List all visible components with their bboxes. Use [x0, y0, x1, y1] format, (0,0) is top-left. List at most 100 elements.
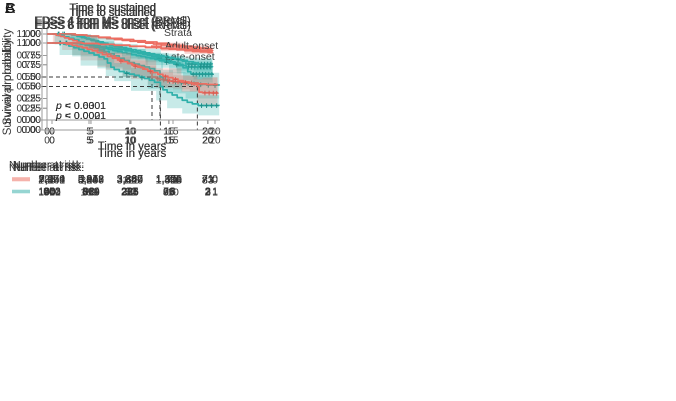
risk-table-title: Number at risk:	[9, 162, 81, 174]
risk-table-title: Number at risk:	[13, 159, 85, 171]
x-tick-label: 10	[125, 136, 137, 147]
censor-mark-adult	[118, 58, 123, 64]
risk-count: 701	[43, 187, 61, 199]
censor-mark-adult	[165, 78, 170, 84]
p-symbol: p	[56, 100, 62, 112]
x-tick-label: 15	[163, 136, 175, 147]
y-tick-label: 0.25	[17, 94, 37, 105]
panel-title-line2: EDSS 4 from MS onset (PPMS)	[35, 15, 191, 27]
risk-count: 1,460	[156, 175, 182, 187]
panel-title-line2: EDSS 6 from MS onset (PPMS)	[35, 20, 191, 32]
p-text: < 0.0001	[64, 100, 107, 112]
y-tick-label: 1.00	[22, 38, 42, 49]
risk-count: 83	[202, 175, 214, 187]
risk-count: 92	[83, 186, 95, 198]
risk-count: 95	[163, 187, 175, 199]
strata-legend: Strata Adult-onset Late-onset	[150, 27, 218, 63]
y-tick-label: 0.75	[22, 51, 42, 62]
risk-count: 76	[163, 186, 175, 198]
x-tick-label: 0	[44, 136, 50, 147]
panel-title: Time to sustained EDSS 4 from MS onset (…	[0, 2, 225, 28]
risk-count: 130	[38, 186, 56, 198]
risk-count: 25	[167, 173, 179, 185]
censor-mark-adult	[202, 90, 207, 96]
risk-count: 225	[121, 186, 139, 198]
risk-count: 41	[167, 175, 179, 187]
risk-count: 2	[205, 187, 211, 199]
risk-count: 3,449	[117, 175, 143, 187]
risk-count: 66	[163, 186, 175, 198]
y-tick-label: 0.00	[17, 115, 37, 126]
panel-title: Time to sustained EDSS 4 from MS onset (…	[0, 2, 226, 28]
censor-mark-adult	[163, 74, 168, 80]
censor-mark-late	[207, 64, 212, 70]
panel-title-line1: Time to sustained	[69, 7, 156, 19]
x-tick-label: 0	[49, 136, 55, 147]
y-tick-label: 1.00	[17, 29, 37, 40]
p-symbol: p	[56, 110, 62, 122]
x-tick-label: 20	[202, 136, 214, 147]
y-tick-label: 0.00	[22, 115, 42, 126]
risk-count: 3,620	[117, 175, 143, 187]
risk-count: 0	[212, 175, 218, 187]
risk-count: 8	[170, 186, 176, 198]
panel-letter: C	[5, 0, 16, 17]
censor-mark-adult	[173, 77, 178, 82]
risk-count: 3	[205, 186, 211, 198]
risk-count: 802	[43, 186, 61, 198]
x-tick-label: 20	[202, 136, 214, 147]
risk-count: 460	[82, 186, 100, 198]
p-text: < 0.0001	[64, 100, 107, 112]
p-value: p < 0.0001	[56, 100, 106, 112]
risk-count: 128	[122, 175, 140, 187]
x-tick-label: 5	[88, 136, 94, 147]
y-tick-label: 1.00	[22, 38, 42, 49]
risk-table-title: Number at risk:	[13, 162, 85, 174]
panel-title-line2: EDSS 6 from MS onset (overall)	[34, 20, 191, 32]
p-value: p < 0.0001	[56, 110, 106, 122]
censor-mark-late	[176, 57, 181, 63]
y-tick-label: 0.50	[22, 82, 42, 93]
censor-mark-late	[209, 103, 214, 109]
y-tick-label: 0.25	[22, 103, 42, 114]
y-tick-label: 0.00	[17, 125, 37, 136]
y-tick-label: 0.50	[17, 82, 37, 93]
panel-letter: B	[5, 0, 16, 17]
p-symbol: p	[56, 110, 62, 122]
risk-count: 326	[121, 187, 139, 199]
risk-count: 3,239	[117, 173, 143, 185]
legend-title: Strata	[164, 27, 193, 39]
censor-mark-adult	[161, 77, 166, 83]
p-symbol: p	[56, 110, 62, 122]
p-value: p < 0.0001	[56, 110, 106, 122]
censor-mark-late	[164, 59, 169, 65]
y-tick-label: 1.00	[22, 29, 42, 40]
risk-count: 10	[167, 187, 179, 199]
km-curve-late	[52, 42, 214, 68]
risk-count: 7,141	[39, 175, 65, 187]
risk-count: 184	[80, 173, 98, 185]
risk-count: 52	[125, 187, 137, 199]
risk-table-title: Number at risk:	[13, 162, 85, 174]
risk-count: 5,672	[78, 173, 104, 185]
censor-mark-late	[204, 103, 209, 109]
panel-title-line2: EDSS 6 from MS onset (RRMS)	[34, 20, 191, 32]
x-axis-label: Time in years	[97, 141, 167, 153]
risk-count: 1	[212, 187, 218, 199]
x-tick-label: 20	[209, 136, 221, 147]
y-tick-label: 0.75	[22, 60, 42, 71]
panel-title: Time to sustained EDSS 4 from MS onset (…	[0, 2, 225, 28]
risk-count: 1	[212, 186, 218, 198]
p-text: < 0.0001	[64, 110, 107, 122]
km-curve-adult	[52, 42, 214, 53]
risk-count: 518	[82, 187, 100, 199]
x-axis-label: Time in years	[97, 141, 167, 153]
risk-count: 564	[82, 186, 100, 198]
km-curve-adult	[52, 33, 214, 50]
censor-mark-late	[124, 71, 129, 76]
y-tick-label: 1.00	[17, 38, 37, 49]
risk-count: 653	[43, 186, 61, 198]
p-value: p < 0.0001	[56, 100, 106, 112]
